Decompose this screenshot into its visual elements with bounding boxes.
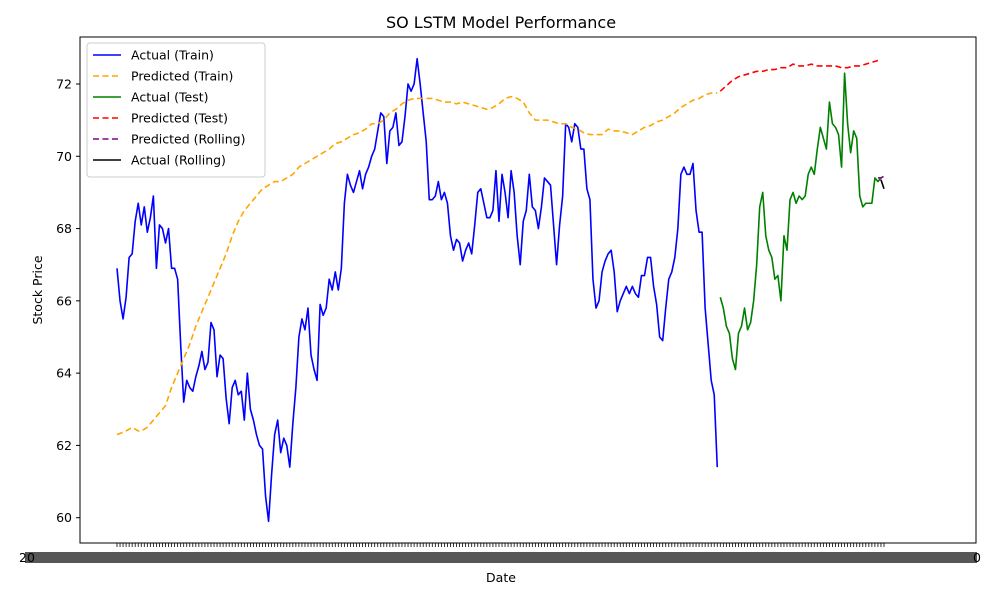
x-edge-label-left: 20 [19, 550, 35, 565]
y-axis-label: Stock Price [30, 255, 45, 324]
series-line-actual-rolling [880, 179, 885, 190]
legend-label: Actual (Train) [131, 48, 214, 63]
x-edge-label-right: 0 [973, 550, 981, 565]
x-axis: 20 0 [19, 543, 981, 565]
legend-label: Actual (Test) [131, 90, 209, 105]
y-tick-label: 66 [56, 293, 72, 308]
legend-label: Predicted (Rolling) [131, 132, 245, 147]
chart-title: SO LSTM Model Performance [386, 13, 616, 32]
series-layer [116, 57, 885, 523]
series-line-predicted-rolling [877, 175, 885, 179]
y-tick-label: 68 [56, 221, 72, 236]
x-ticks [116, 543, 885, 547]
x-tick-labels-overlapping [25, 552, 977, 563]
y-tick-label: 64 [56, 366, 72, 381]
series-line-predicted-test [719, 59, 879, 92]
legend: Actual (Train) Predicted (Train) Actual (T… [86, 42, 266, 178]
legend-frame [86, 42, 266, 178]
y-tick-label: 70 [56, 149, 72, 164]
series-line-actual-train [116, 57, 719, 523]
y-axis: 60 62 64 66 68 70 72 [56, 76, 80, 525]
legend-label: Predicted (Test) [131, 111, 228, 126]
series-line-predicted-train [116, 92, 718, 436]
y-tick-label: 60 [56, 510, 72, 525]
legend-label: Actual (Rolling) [131, 153, 226, 168]
series-line-actual-test [719, 72, 882, 371]
legend-label: Predicted (Train) [131, 69, 233, 84]
y-tick-label: 72 [56, 76, 72, 91]
x-axis-label: Date [486, 570, 516, 585]
y-tick-label: 62 [56, 438, 72, 453]
